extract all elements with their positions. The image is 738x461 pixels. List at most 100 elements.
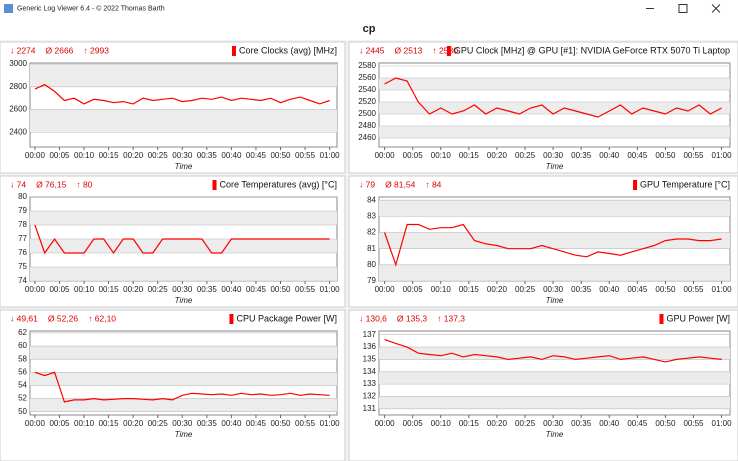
window-title: Generic Log Viewer 6.4 - © 2022 Thomas B… [17, 4, 165, 12]
data-line [34, 224, 330, 255]
x-tick-label: 00:15 [459, 285, 480, 294]
x-tick-label: 00:20 [123, 151, 144, 160]
grid-band [379, 396, 730, 409]
stat-value: ↓ 2445 [359, 45, 385, 55]
y-tick-label: 54 [18, 381, 27, 390]
y-tick-label: 2560 [358, 73, 376, 82]
data-line [384, 339, 722, 363]
x-tick-label: 00:35 [571, 151, 592, 160]
x-tick-label: 00:50 [655, 151, 676, 160]
legend-swatch [229, 314, 234, 324]
x-tick-label: 00:30 [543, 285, 564, 294]
x-axis-label: Time [546, 162, 564, 171]
x-tick-label: 00:05 [403, 151, 424, 160]
y-tick-label: 80 [367, 260, 376, 269]
stat-value: ↑ 62,10 [88, 313, 116, 323]
stat-value: ↑ 2580 [432, 45, 458, 55]
x-tick-label: 00:40 [221, 419, 242, 428]
stat-value: ↓ 49,61 [10, 313, 38, 323]
x-tick-label: 00:50 [655, 285, 676, 294]
x-tick-label: 00:25 [515, 151, 536, 160]
y-tick-label: 75 [18, 262, 27, 271]
legend-label: GPU Temperature [°C] [640, 179, 730, 189]
stat-value: Ø 2666 [46, 45, 74, 55]
title-bar [0, 0, 738, 17]
y-tick-label: 131 [363, 404, 377, 413]
x-tick-label: 00:45 [246, 285, 267, 294]
x-tick-label: 00:45 [627, 285, 648, 294]
y-tick-label: 80 [18, 192, 27, 201]
x-tick-label: 00:15 [459, 151, 480, 160]
maximize-button[interactable] [678, 4, 688, 13]
x-tick-label: 01:00 [320, 285, 341, 294]
x-tick-label: 00:25 [515, 285, 536, 294]
x-tick-label: 01:00 [712, 151, 733, 160]
x-tick-label: 00:10 [431, 285, 452, 294]
stat-value: ↑ 2993 [83, 45, 109, 55]
x-tick-label: 00:05 [49, 419, 70, 428]
x-tick-label: 00:35 [571, 285, 592, 294]
x-tick-label: 00:35 [197, 419, 218, 428]
y-tick-label: 134 [363, 367, 377, 376]
x-tick-label: 00:45 [246, 151, 267, 160]
legend-swatch [633, 180, 638, 190]
y-tick-label: 2460 [358, 133, 376, 142]
x-tick-label: 00:25 [515, 419, 536, 428]
x-tick-label: 00:50 [655, 419, 676, 428]
y-tick-label: 56 [18, 367, 27, 376]
x-tick-label: 00:05 [403, 285, 424, 294]
legend-label: Core Clocks (avg) [MHz] [239, 45, 337, 55]
grid-band [30, 239, 337, 253]
x-tick-label: 01:00 [320, 151, 341, 160]
x-tick-label: 00:00 [25, 151, 46, 160]
stat-value: Ø 52,26 [48, 313, 79, 323]
legend-swatch [659, 314, 664, 324]
x-tick-label: 00:40 [221, 285, 242, 294]
close-button[interactable] [711, 4, 721, 13]
legend-label: Core Temperatures (avg) [°C] [220, 179, 337, 189]
grid-band [379, 78, 730, 90]
stat-value: ↓ 79 [359, 179, 375, 189]
y-tick-label: 79 [18, 206, 27, 215]
x-axis-label: Time [546, 296, 564, 305]
grid-band [379, 126, 730, 138]
x-tick-label: 00:30 [172, 285, 193, 294]
y-tick-label: 62 [18, 328, 27, 337]
y-tick-label: 2600 [9, 105, 27, 114]
y-tick-label: 2540 [358, 85, 376, 94]
x-tick-label: 00:05 [49, 151, 70, 160]
y-tick-label: 58 [18, 354, 27, 363]
y-tick-label: 133 [363, 379, 377, 388]
grid-band [30, 267, 337, 281]
y-tick-label: 2400 [9, 127, 27, 136]
grid-band [30, 346, 337, 360]
y-tick-label: 137 [363, 330, 377, 339]
stat-value: ↑ 137,3 [437, 313, 465, 323]
y-tick-label: 132 [363, 392, 377, 401]
x-tick-label: 00:10 [74, 151, 95, 160]
x-tick-label: 00:35 [197, 151, 218, 160]
x-tick-label: 00:55 [295, 285, 316, 294]
x-tick-label: 00:15 [459, 419, 480, 428]
x-tick-label: 00:10 [74, 285, 95, 294]
stat-value: Ø 81,54 [385, 179, 416, 189]
x-tick-label: 00:20 [487, 151, 508, 160]
header-title: cp [363, 23, 376, 35]
x-tick-label: 00:35 [571, 419, 592, 428]
y-tick-label: 76 [18, 248, 27, 257]
x-axis-label: Time [546, 430, 564, 439]
grid-band [30, 398, 337, 412]
y-tick-label: 135 [363, 355, 377, 364]
x-tick-label: 00:55 [295, 419, 316, 428]
y-tick-label: 2520 [358, 97, 376, 106]
x-tick-label: 00:40 [599, 285, 620, 294]
grid-band [379, 232, 730, 249]
grid-band [30, 64, 337, 87]
grid-band [379, 347, 730, 360]
x-tick-label: 00:20 [123, 419, 144, 428]
x-tick-label: 00:30 [543, 151, 564, 160]
stat-value: ↑ 84 [425, 179, 441, 189]
stat-value: Ø 76,15 [36, 179, 67, 189]
x-tick-label: 00:15 [99, 285, 120, 294]
